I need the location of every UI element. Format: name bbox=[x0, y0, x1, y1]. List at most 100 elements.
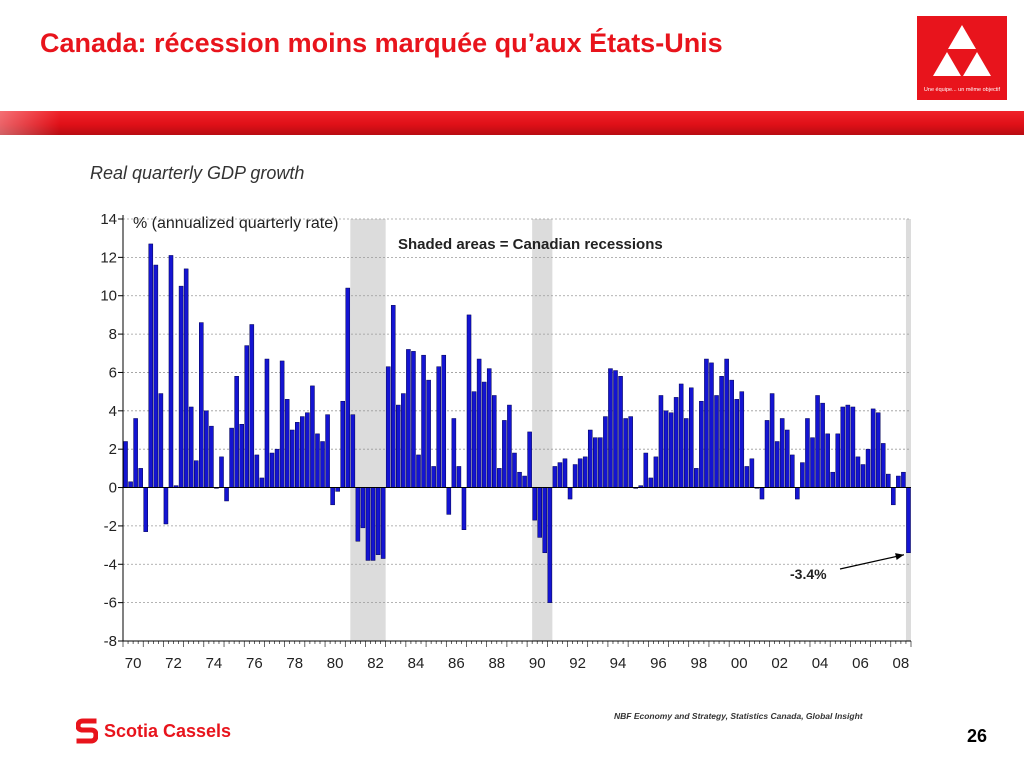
gdp-bar bbox=[411, 351, 416, 488]
gdp-bar bbox=[229, 427, 234, 488]
gdp-bar bbox=[744, 466, 750, 488]
y-tick-label: 10 bbox=[100, 288, 117, 305]
gdp-bar bbox=[587, 429, 593, 488]
gdp-bar bbox=[133, 418, 138, 488]
gdp-bar bbox=[678, 383, 684, 488]
gdp-bar bbox=[658, 395, 664, 488]
gdp-bar bbox=[168, 255, 174, 488]
gdp-bar bbox=[163, 487, 169, 525]
x-tick-label: 00 bbox=[731, 655, 748, 672]
x-tick-label: 06 bbox=[852, 655, 869, 672]
recession-annotation: Shaded areas = Canadian recessions bbox=[398, 236, 663, 253]
gdp-bar bbox=[774, 441, 780, 488]
gdp-bar bbox=[739, 391, 745, 488]
gdp-bar bbox=[274, 448, 280, 488]
gdp-bar bbox=[885, 473, 891, 488]
y-tick-label: -2 bbox=[104, 518, 117, 535]
gdp-bar bbox=[663, 410, 669, 488]
gdp-bar bbox=[279, 360, 285, 488]
gdp-bar bbox=[729, 379, 734, 488]
x-tick-label: 78 bbox=[286, 655, 303, 672]
gdp-bar bbox=[259, 477, 265, 488]
x-tick-labels: 70 72 74 76 78 80 82 84 86 88 90 92 94 96 98 00 02 04 06 08 bbox=[125, 655, 909, 672]
gdp-bar bbox=[562, 458, 568, 488]
gdp-bar bbox=[193, 460, 199, 488]
callout-arrow-line bbox=[839, 554, 905, 570]
gdp-bar bbox=[390, 305, 396, 488]
gdp-bar bbox=[264, 358, 270, 488]
gdp-bar bbox=[345, 287, 351, 488]
gdp-bar bbox=[552, 466, 558, 488]
gdp-bar bbox=[795, 487, 800, 500]
chart-background bbox=[82, 156, 924, 676]
gdp-bar bbox=[896, 475, 901, 488]
gdp-bar bbox=[128, 481, 133, 488]
gdp-bar bbox=[865, 448, 871, 488]
gdp-bar bbox=[375, 487, 381, 555]
gdp-bar bbox=[608, 368, 613, 488]
gdp-bar bbox=[623, 418, 628, 488]
gdp-bar bbox=[436, 366, 441, 488]
gdp-bar bbox=[476, 358, 482, 488]
gdp-bar bbox=[178, 285, 184, 488]
gdp-bar bbox=[481, 381, 487, 488]
gdp-bar bbox=[183, 268, 189, 488]
gdp-bar bbox=[800, 462, 805, 488]
y-tick-label: 8 bbox=[109, 326, 117, 343]
y-tick-label: 12 bbox=[100, 249, 117, 266]
x-tick-label: 08 bbox=[893, 655, 910, 672]
gdp-bar bbox=[668, 412, 674, 488]
gdp-bar bbox=[416, 454, 421, 488]
gdp-bar bbox=[239, 423, 244, 488]
gdp-bar bbox=[673, 397, 679, 488]
source-note: NBF Economy and Strategy, Statistics Can… bbox=[614, 711, 863, 721]
chart-title: Real quarterly GDP growth bbox=[90, 163, 304, 183]
recession-band-1 bbox=[350, 219, 386, 641]
gdp-bar bbox=[840, 406, 846, 488]
gdp-bar bbox=[542, 487, 548, 554]
gdp-bar bbox=[522, 475, 527, 488]
gdp-bar bbox=[714, 395, 719, 488]
x-tick-label: 86 bbox=[448, 655, 465, 672]
gdp-bar bbox=[572, 464, 578, 488]
recession-band-3 bbox=[905, 219, 911, 641]
x-tick-label: 74 bbox=[206, 655, 223, 672]
y-tick-label: 6 bbox=[109, 364, 117, 381]
y-tick-label: 14 bbox=[100, 211, 117, 228]
gdp-bar bbox=[724, 358, 729, 488]
x-tick-label: 80 bbox=[327, 655, 344, 672]
gdp-bar bbox=[709, 362, 714, 488]
gdp-bar bbox=[825, 433, 830, 488]
x-tick-label: 94 bbox=[610, 655, 627, 672]
gdp-bar bbox=[330, 487, 335, 506]
gdp-bar bbox=[219, 456, 224, 488]
gdp-bar bbox=[380, 487, 386, 559]
x-tick-label: 84 bbox=[408, 655, 425, 672]
gdp-bar bbox=[835, 433, 841, 488]
gdp-bar bbox=[497, 468, 502, 488]
gdp-bar bbox=[704, 358, 709, 488]
gdp-bar bbox=[901, 471, 906, 488]
gdp-bar bbox=[759, 487, 765, 500]
gdp-bar bbox=[603, 416, 608, 488]
x-tick-label: 82 bbox=[367, 655, 384, 672]
gdp-bar bbox=[471, 391, 477, 488]
gdp-bar bbox=[325, 414, 330, 488]
gdp-bar bbox=[764, 420, 770, 488]
gdp-bar bbox=[350, 414, 356, 488]
x-tick-label: 04 bbox=[812, 655, 829, 672]
gdp-bar bbox=[461, 487, 467, 530]
gdp-bar bbox=[234, 376, 239, 488]
gdp-bar bbox=[315, 433, 320, 488]
gdp-bar bbox=[628, 416, 633, 488]
gdp-bar bbox=[598, 437, 603, 488]
gdp-bar bbox=[790, 454, 795, 488]
gdp-bar bbox=[830, 471, 835, 488]
gdp-bar bbox=[734, 399, 740, 488]
y-tick-label: 0 bbox=[109, 480, 117, 497]
gdp-bar bbox=[199, 322, 204, 488]
gdp-bar bbox=[769, 393, 775, 488]
header-band-fade bbox=[0, 111, 60, 135]
gdp-chart: Real quarterly GDP growth % (annualized … bbox=[82, 156, 924, 676]
y-tick-label: -6 bbox=[104, 595, 117, 612]
